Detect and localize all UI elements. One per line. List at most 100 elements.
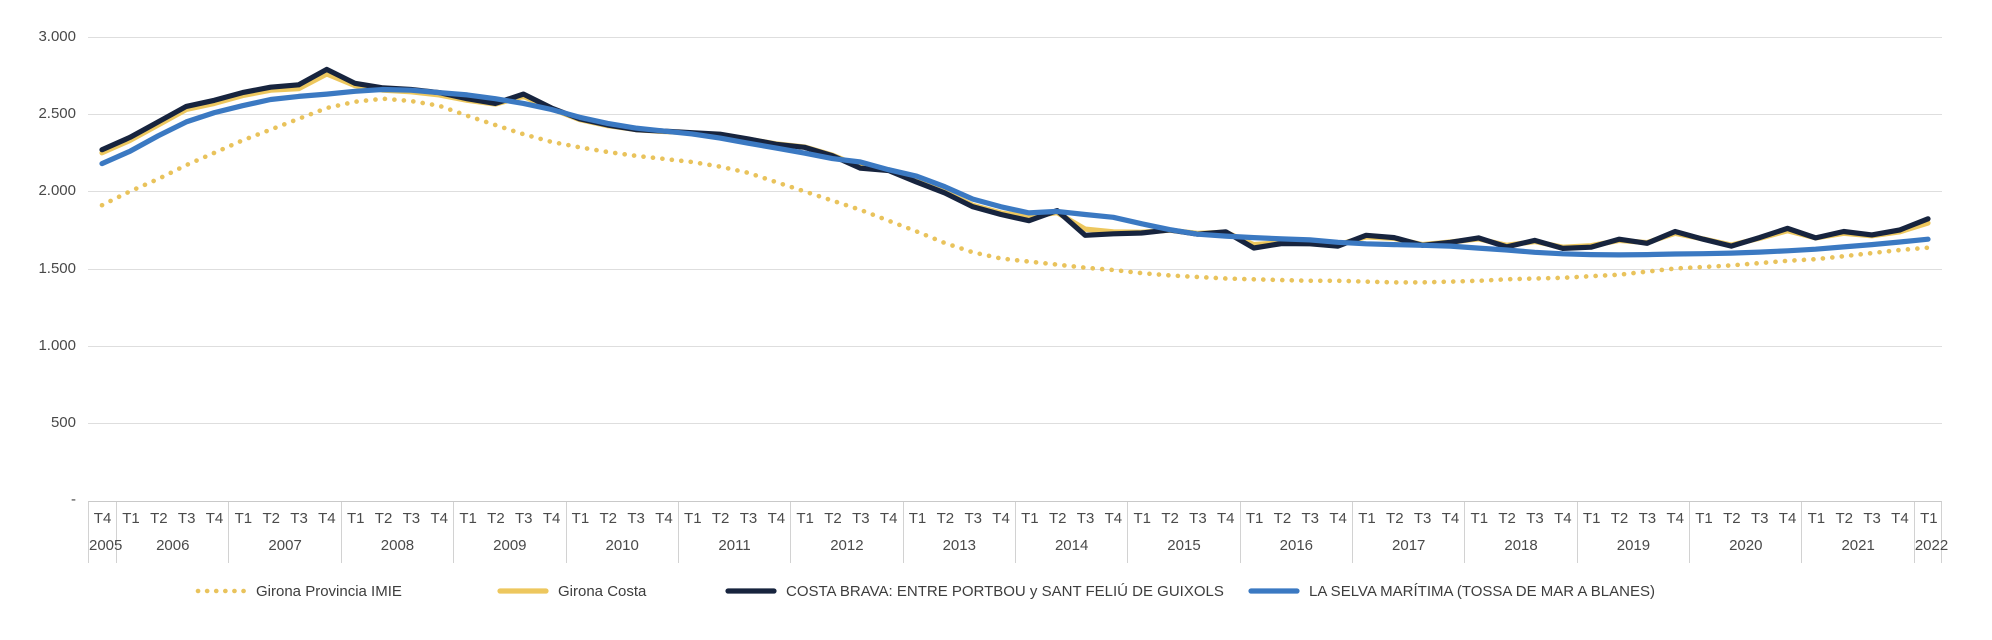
legend: Girona Provincia IMIE Girona Costa COSTA B… (0, 578, 1992, 604)
x-tick-2012-T2: T2 (824, 509, 842, 527)
x-year-label-2007: 2007 (268, 537, 302, 554)
quarter-row-2019: T1 T2 T3 T4 (1578, 502, 1689, 534)
quarter-row-2014: T1 T2 T3 T4 (1016, 502, 1127, 534)
y-tick-label-6: - (71, 491, 76, 508)
x-axis-year-group-2017: T1 T2 T3 T4 2017 (1353, 502, 1466, 563)
x-tick-2008-T2: T2 (374, 509, 393, 527)
x-axis-year-group-2019: T1 T2 T3 T4 2019 (1578, 502, 1691, 563)
x-tick-2009-T4: T4 (542, 509, 561, 527)
quarter-row-2021: T1 T2 T3 T4 (1802, 502, 1913, 534)
x-axis-year-group-2011: T1 T2 T3 T4 2011 (679, 502, 792, 563)
x-tick-2010-T1: T1 (571, 509, 590, 527)
series-line-3 (99, 66, 1931, 251)
legend-label-1: Girona Provincia IMIE (256, 582, 402, 600)
x-tick-2010-T2: T2 (599, 509, 618, 527)
quarter-row-2005: T4 (89, 502, 116, 534)
gridline-2.500 (88, 114, 1942, 115)
x-tick-2020-T1: T1 (1695, 509, 1713, 527)
x-tick-2014-T4: T4 (1104, 509, 1123, 527)
x-tick-2022-T1: T1 (1920, 509, 1938, 527)
x-tick-2005-T4: T4 (93, 509, 112, 527)
x-axis-year-group-2015: T1 T2 T3 T4 2015 (1128, 502, 1241, 563)
x-year-label-2013: 2013 (942, 537, 976, 554)
quarter-row-2007: T1 T2 T3 T4 (229, 502, 340, 534)
x-tick-2019-T4: T4 (1666, 509, 1684, 527)
quarter-row-2011: T1 T2 T3 T4 (679, 502, 790, 534)
gridline-2.000 (88, 191, 1942, 192)
gridline-3.000 (88, 37, 1942, 38)
x-tick-2018-T1: T1 (1470, 509, 1489, 527)
legend-label-2: Girona Costa (558, 582, 647, 600)
x-axis-year-group-2012: T1 T2 T3 T4 2012 (791, 502, 904, 563)
x-year-label-2014: 2014 (1054, 537, 1089, 554)
x-tick-2006-T2: T2 (150, 509, 168, 527)
x-year-label-2008: 2008 (380, 537, 415, 554)
x-year-label-2018: 2018 (1504, 537, 1538, 554)
y-tick-label-2: 2.000 (38, 182, 76, 199)
x-axis-year-group-2005: T4 2005 (89, 502, 123, 563)
legend-line-icon (1248, 588, 1300, 594)
quarter-row-2015: T1 T2 T3 T4 (1128, 502, 1239, 534)
x-tick-2019-T3: T3 (1638, 509, 1657, 527)
x-tick-2015-T4: T4 (1217, 509, 1235, 527)
x-tick-2013-T2: T2 (936, 509, 955, 527)
legend-line-icon (497, 588, 549, 594)
x-tick-2006-T1: T1 (122, 509, 140, 527)
x-tick-2007-T4: T4 (318, 509, 336, 527)
x-tick-2018-T4: T4 (1554, 509, 1572, 527)
x-tick-2021-T4: T4 (1891, 509, 1909, 527)
x-axis-year-group-2008: T1 T2 T3 T4 2008 (342, 502, 455, 563)
x-tick-2011-T4: T4 (767, 509, 786, 527)
x-tick-2010-T3: T3 (627, 509, 645, 527)
x-year-label-2020: 2020 (1729, 537, 1763, 554)
x-tick-2017-T2: T2 (1386, 509, 1404, 527)
x-tick-2019-T1: T1 (1582, 509, 1601, 527)
y-tick-label-0: 3.000 (38, 28, 76, 45)
quarter-row-2009: T1 T2 T3 T4 (454, 502, 565, 534)
x-tick-2021-T3: T3 (1863, 509, 1881, 527)
x-tick-2014-T2: T2 (1048, 509, 1067, 527)
x-axis-year-group-2021: T1 T2 T3 T4 2021 (1802, 502, 1915, 563)
x-tick-2015-T1: T1 (1133, 509, 1151, 527)
legend-label-3: COSTA BRAVA: ENTRE PORTBOU y SANT FELIÚ … (786, 582, 1224, 600)
x-tick-2012-T1: T1 (796, 509, 814, 527)
x-tick-2017-T1: T1 (1358, 509, 1376, 527)
gridline-500 (88, 423, 1942, 424)
x-year-label-2010: 2010 (605, 537, 639, 554)
y-tick-label-1: 2.500 (38, 105, 76, 122)
x-tick-2007-T2: T2 (262, 509, 280, 527)
x-axis-year-group-2018: T1 T2 T3 T4 2018 (1465, 502, 1578, 563)
legend-dotted-line-icon (195, 588, 247, 594)
quarter-row-2022: T1 (1915, 502, 1943, 534)
x-tick-2015-T3: T3 (1189, 509, 1207, 527)
legend-item-1: Girona Provincia IMIE (195, 578, 402, 604)
x-tick-2006-T4: T4 (205, 509, 224, 527)
quarter-row-2006: T1 T2 T3 T4 (117, 502, 228, 534)
x-axis-year-group-2013: T1 T2 T3 T4 2013 (904, 502, 1016, 563)
x-tick-2008-T3: T3 (402, 509, 421, 527)
y-tick-label-4: 1.000 (38, 337, 76, 354)
x-tick-2013-T3: T3 (964, 509, 982, 527)
x-year-label-2019: 2019 (1616, 537, 1651, 554)
x-tick-2011-T3: T3 (739, 509, 758, 527)
x-tick-2007-T1: T1 (234, 509, 253, 527)
series-line-1 (99, 96, 1931, 285)
quarter-row-2016: T1 T2 T3 T4 (1241, 502, 1352, 534)
quarter-row-2010: T1 T2 T3 T4 (567, 502, 678, 534)
x-tick-2008-T4: T4 (430, 509, 448, 527)
x-axis: T4 2005 T1 T2 T3 T4 2006 T1 T2 T3 T4 2007 T1 T2 T3 T4 20… (88, 501, 1948, 563)
y-tick-label-3: 1.500 (38, 260, 76, 277)
x-tick-2020-T4: T4 (1778, 509, 1797, 527)
x-tick-2011-T2: T2 (711, 509, 730, 527)
legend-item-4: LA SELVA MARÍTIMA (TOSSA DE MAR A BLANES… (1248, 578, 1655, 604)
plot-area (99, 66, 1931, 285)
quarter-row-2020: T1 T2 T3 T4 (1690, 502, 1801, 534)
x-year-label-2009: 2009 (493, 537, 527, 554)
x-year-label-2005: 2005 (89, 537, 123, 554)
legend-line-icon (725, 588, 777, 594)
x-tick-2018-T2: T2 (1498, 509, 1516, 527)
x-year-label-2016: 2016 (1279, 537, 1314, 554)
x-tick-2011-T1: T1 (684, 509, 702, 527)
x-tick-2017-T4: T4 (1441, 509, 1460, 527)
